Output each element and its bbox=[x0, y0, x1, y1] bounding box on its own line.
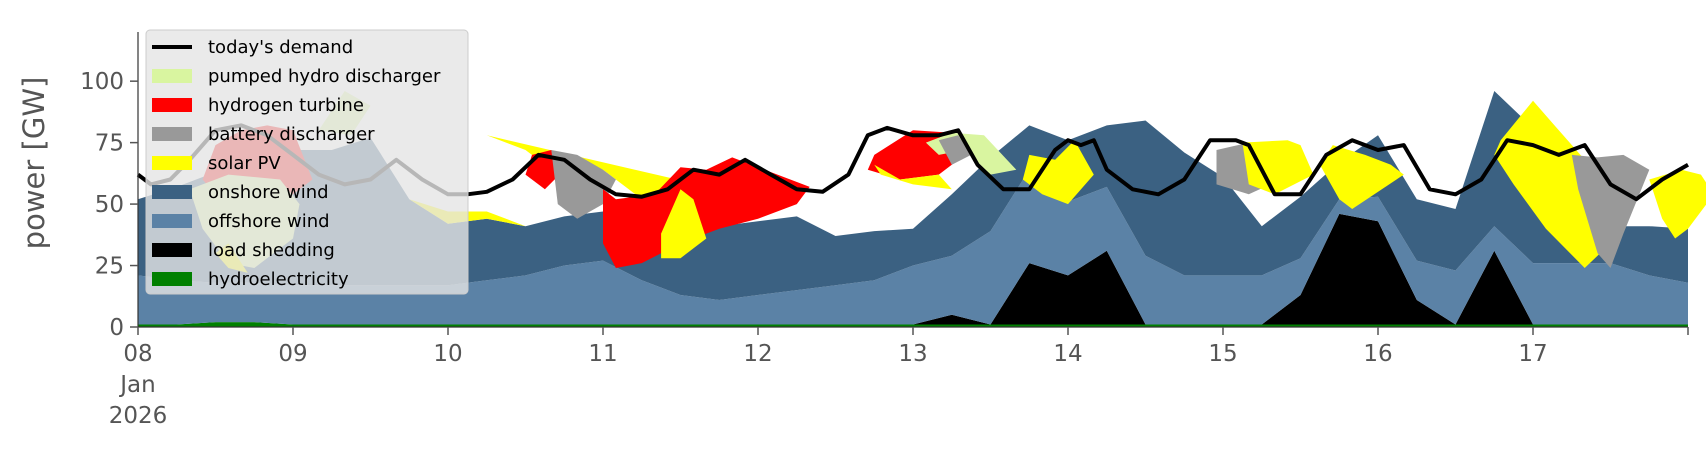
x-tick-label-2026-01-15: 15 bbox=[1208, 341, 1237, 367]
x-tick-label-2026-01-08: 08 Jan 2026 bbox=[109, 341, 168, 429]
y-tick-label-25: 25 bbox=[95, 254, 124, 280]
area-hydroelectricity bbox=[138, 322, 1688, 327]
legend-label-today-s-demand: today's demand bbox=[208, 37, 353, 58]
area-load-shedding bbox=[138, 213, 1688, 325]
area-offshore-wind bbox=[138, 169, 1688, 325]
y-tick-label-75: 75 bbox=[95, 131, 124, 157]
legend-swatch-solar-pv bbox=[152, 156, 192, 170]
legend-box bbox=[145, 29, 469, 295]
legend-swatch-hydrogen-turbine bbox=[152, 98, 192, 112]
patch-solar-pv-16 bbox=[1319, 145, 1404, 209]
legend-swatch-load-shedding bbox=[152, 243, 192, 257]
patch-solar-pv-19 bbox=[1649, 169, 1706, 239]
legend-swatch-pumped-hydro-discharger bbox=[152, 69, 192, 83]
legend-swatch-hydroelectricity bbox=[152, 272, 192, 286]
patch-solar-pv-15 bbox=[1242, 140, 1314, 195]
patch-solar-pv-10 bbox=[874, 164, 952, 190]
legend-label-hydroelectricity: hydroelectricity bbox=[208, 269, 349, 290]
patch-hydrogen-turbine-4 bbox=[603, 157, 810, 268]
legend-swatch-offshore-wind bbox=[152, 214, 192, 228]
y-axis-label: power [GW] bbox=[17, 77, 51, 250]
legend-swatch-onshore-wind bbox=[152, 185, 192, 199]
x-tick-label-2026-01-16: 16 bbox=[1363, 341, 1392, 367]
patch-solar-pv-13 bbox=[1022, 140, 1094, 205]
x-tick-label-2026-01-13: 13 bbox=[898, 341, 927, 367]
area-onshore-wind bbox=[138, 91, 1688, 300]
patch-battery-discharger-3 bbox=[551, 150, 616, 219]
x-tick-label-2026-01-14: 14 bbox=[1053, 341, 1082, 367]
legend-swatch-battery-discharger bbox=[152, 127, 192, 141]
legend-label-onshore-wind: onshore wind bbox=[208, 182, 329, 203]
x-tick-label-2026-01-11: 11 bbox=[588, 341, 617, 367]
y-tick-label-100: 100 bbox=[80, 69, 124, 95]
legend-label-solar-pv: solar PV bbox=[208, 153, 281, 174]
x-tick-label-2026-01-12: 12 bbox=[743, 341, 772, 367]
legend-label-pumped-hydro-discharger: pumped hydro discharger bbox=[208, 66, 441, 87]
x-tick-label-2026-01-09: 09 bbox=[278, 341, 307, 367]
legend-label-load-shedding: load shedding bbox=[208, 240, 335, 261]
legend-label-hydrogen-turbine: hydrogen turbine bbox=[208, 95, 364, 116]
axes: 0 25 50 75 100 08 Jan 2026 09 10 11 12 13 14 15 16 17 bbox=[80, 32, 1689, 429]
patch-solar-pv-5 bbox=[661, 189, 707, 259]
legend-label-offshore-wind: offshore wind bbox=[208, 211, 330, 232]
patch-battery-discharger-18 bbox=[1571, 154, 1650, 268]
y-tick-label-50: 50 bbox=[95, 192, 124, 218]
x-tick-label-2026-01-17: 17 bbox=[1518, 341, 1547, 367]
legend-label-battery-discharger: battery discharger bbox=[208, 124, 375, 145]
legend: today's demand pumped hydro discharger hyd… bbox=[145, 29, 469, 295]
x-tick-label-2026-01-10: 10 bbox=[433, 341, 462, 367]
y-tick-label-0: 0 bbox=[109, 315, 124, 341]
